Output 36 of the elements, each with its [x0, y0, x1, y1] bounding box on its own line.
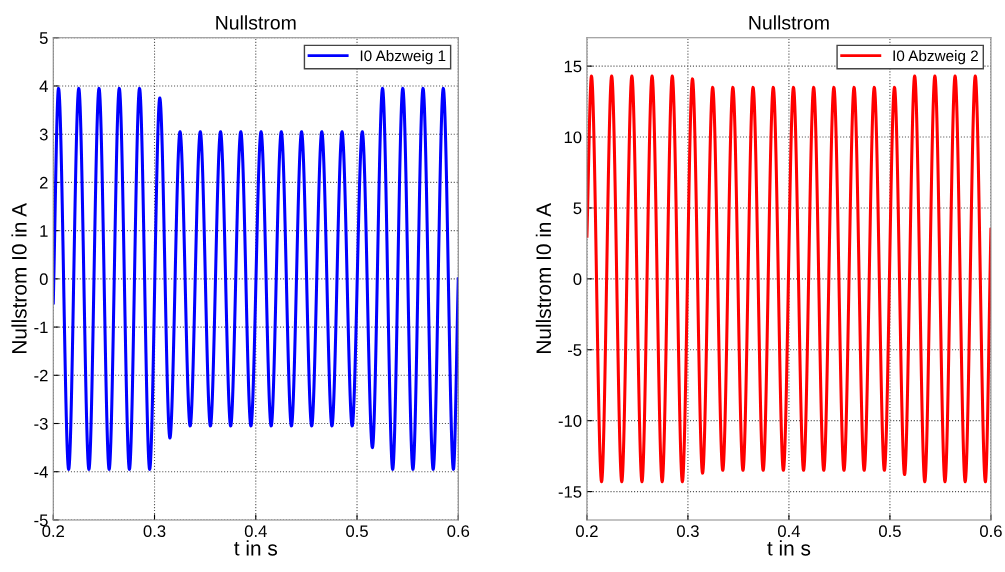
x-axis-title: t in s — [767, 540, 811, 556]
x-tick-label: 0.2 — [42, 525, 65, 538]
y-tick-label: -15 — [558, 486, 582, 498]
x-tick-label: 0.5 — [346, 525, 368, 538]
x-axis-title: t in s — [234, 540, 278, 556]
y-tick-label: -4 — [34, 466, 48, 478]
chart-title: Nullstrom — [216, 15, 296, 30]
y-tick-label: -5 — [567, 344, 582, 356]
y-tick-label: 4 — [39, 80, 48, 93]
x-tick-label: 0.2 — [575, 525, 598, 538]
y-axis-title: Nullstrom I0 in A — [535, 203, 552, 353]
legend-label: I0 Abzweig 1 — [360, 49, 446, 65]
y-tick-label: -3 — [34, 417, 48, 430]
chart-title: Nullstrom — [749, 15, 829, 30]
y-tick-label: -10 — [558, 415, 582, 427]
y-tick-label: 15 — [564, 60, 582, 73]
x-tick-label: 0.3 — [676, 525, 699, 538]
y-tick-label: 0 — [39, 273, 48, 286]
y-tick-label: 10 — [564, 131, 582, 144]
x-tick-label: 0.4 — [244, 525, 267, 538]
y-tick-label: -2 — [34, 369, 48, 382]
y-tick-label: 5 — [39, 32, 48, 44]
x-tick-label: 0.3 — [143, 525, 166, 538]
y-tick-label: -5 — [34, 514, 48, 527]
x-tick-label: 0.4 — [777, 525, 801, 538]
y-tick-label: 0 — [573, 273, 582, 286]
y-axis-title: Nullstrom I0 in A — [11, 203, 27, 353]
x-tick-label: 0.6 — [447, 525, 470, 538]
legend-label: I0 Abzweig 2 — [893, 49, 978, 65]
x-tick-label: 0.5 — [879, 525, 901, 538]
y-tick-label: 5 — [573, 202, 582, 215]
y-tick-label: 3 — [39, 128, 48, 141]
y-tick-label: -1 — [34, 321, 48, 334]
y-tick-label: 2 — [39, 176, 48, 189]
y-tick-label: 1 — [40, 225, 48, 237]
x-tick-label: 0.6 — [980, 525, 1002, 538]
